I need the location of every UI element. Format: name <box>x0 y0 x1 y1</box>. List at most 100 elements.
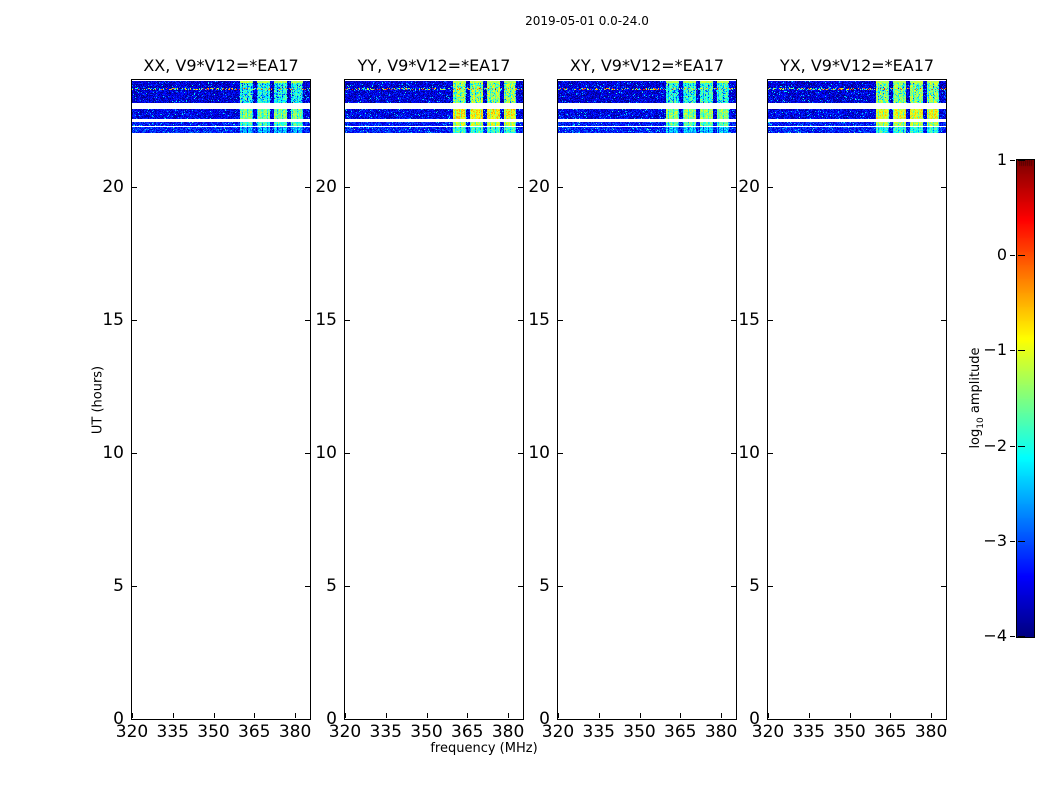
x-tick-label: 380 <box>914 722 948 742</box>
panel-title-YX: YX, V9*V12=*EA17 <box>779 56 935 75</box>
y-tick-mark-right <box>731 452 736 454</box>
x-tick-mark <box>721 713 723 718</box>
y-tick-mark-left <box>558 319 563 321</box>
colorbar-tick-mark-in <box>1018 445 1025 447</box>
x-axis-label: frequency (MHz) <box>430 741 538 756</box>
y-tick-mark-left <box>768 585 773 587</box>
x-tick-label: 350 <box>197 722 230 742</box>
y-tick-mark-right <box>941 452 946 454</box>
y-tick-label: 0 <box>749 709 760 729</box>
x-tick-label: 335 <box>369 722 402 742</box>
y-tick-label: 10 <box>102 442 124 463</box>
y-tick-label: 10 <box>315 442 337 463</box>
x-tick-mark <box>558 713 559 718</box>
x-tick-label: 320 <box>115 722 149 742</box>
x-tick-label: 365 <box>451 722 484 742</box>
colorbar-tick-mark-in <box>1018 255 1025 257</box>
y-tick-label: 15 <box>738 309 760 330</box>
colorbar-label: log10 amplitude <box>968 347 986 448</box>
x-tick-label: 335 <box>156 722 189 742</box>
y-tick-mark-left <box>558 186 563 188</box>
panel-title-XY: XY, V9*V12=*EA17 <box>569 56 725 75</box>
y-tick-label: 5 <box>113 575 124 596</box>
colorbar-tick-label: −1 <box>983 340 1007 360</box>
y-tick-mark-right <box>731 319 736 321</box>
y-tick-label: 5 <box>749 575 760 596</box>
spectrogram-panel-YX <box>767 79 947 720</box>
y-axis-label: UT (hours) <box>90 365 106 435</box>
x-tick-mark <box>849 713 851 718</box>
panel-title-YY: YY, V9*V12=*EA17 <box>357 56 511 75</box>
y-tick-label: 20 <box>528 176 550 197</box>
y-tick-mark-right <box>305 452 310 454</box>
y-tick-label: 10 <box>738 442 760 463</box>
colorbar-tick-mark-out <box>1010 445 1015 447</box>
y-tick-label: 10 <box>528 442 550 463</box>
x-tick-mark <box>808 713 810 718</box>
x-tick-mark <box>890 713 892 718</box>
x-tick-label: 335 <box>792 722 825 742</box>
y-tick-mark-left <box>345 719 350 720</box>
spectrogram-canvas-XY <box>558 80 736 719</box>
y-tick-mark-left <box>132 585 137 587</box>
x-tick-label: 380 <box>491 722 525 742</box>
colorbar-tick-mark-out <box>1010 160 1015 161</box>
colorbar-tick-label: −4 <box>983 626 1007 645</box>
x-tick-mark <box>680 713 682 718</box>
colorbar <box>1016 159 1035 638</box>
colorbar-tick-mark-in <box>1018 540 1025 542</box>
x-tick-label: 320 <box>751 722 785 742</box>
colorbar-tick-mark-out <box>1010 255 1015 257</box>
x-tick-label: 350 <box>623 722 656 742</box>
x-tick-label: 365 <box>238 722 271 742</box>
x-tick-label: 335 <box>582 722 615 742</box>
x-tick-label: 350 <box>833 722 866 742</box>
y-tick-label: 20 <box>315 176 337 197</box>
x-tick-label: 365 <box>874 722 907 742</box>
y-tick-mark-left <box>558 585 563 587</box>
x-tick-label: 365 <box>664 722 697 742</box>
y-tick-mark-left <box>345 186 350 188</box>
spectrogram-panel-YY <box>344 79 524 720</box>
y-tick-mark-right <box>518 452 523 454</box>
y-tick-label: 15 <box>528 309 550 330</box>
spectrogram-canvas-YX <box>768 80 946 719</box>
x-tick-mark <box>768 713 769 718</box>
y-tick-mark-right <box>941 719 946 720</box>
x-tick-mark <box>467 713 469 718</box>
spectrogram-canvas-YY <box>345 80 523 719</box>
x-tick-label: 320 <box>328 722 362 742</box>
x-tick-label: 380 <box>704 722 738 742</box>
y-tick-mark-right <box>518 585 523 587</box>
x-tick-mark <box>132 713 133 718</box>
y-tick-mark-left <box>132 319 137 321</box>
x-tick-label: 320 <box>541 722 575 742</box>
y-tick-mark-right <box>731 585 736 587</box>
figure-title: 2019-05-01 0.0-24.0 <box>525 14 649 28</box>
y-tick-mark-right <box>305 585 310 587</box>
x-tick-mark <box>598 713 600 718</box>
y-tick-label: 0 <box>113 709 124 729</box>
x-tick-mark <box>426 713 428 718</box>
x-tick-mark <box>295 713 297 718</box>
colorbar-tick-mark-out <box>1010 540 1015 542</box>
colorbar-tick-mark-in <box>1018 636 1025 637</box>
x-tick-mark <box>254 713 256 718</box>
y-tick-mark-left <box>132 186 137 188</box>
colorbar-tick-mark-in <box>1018 350 1025 352</box>
y-tick-mark-left <box>132 452 137 454</box>
colorbar-tick-label: 0 <box>996 245 1007 265</box>
y-tick-label: 15 <box>102 309 124 330</box>
x-tick-label: 350 <box>410 722 443 742</box>
y-tick-label: 5 <box>539 575 550 596</box>
y-tick-mark-right <box>941 319 946 321</box>
y-tick-mark-left <box>768 186 773 188</box>
y-tick-mark-left <box>768 319 773 321</box>
x-tick-mark <box>345 713 346 718</box>
spectrogram-panel-XY <box>557 79 737 720</box>
y-tick-mark-left <box>132 719 137 720</box>
y-tick-mark-left <box>345 319 350 321</box>
y-tick-label: 0 <box>326 709 337 729</box>
colorbar-tick-mark-in <box>1018 160 1025 161</box>
